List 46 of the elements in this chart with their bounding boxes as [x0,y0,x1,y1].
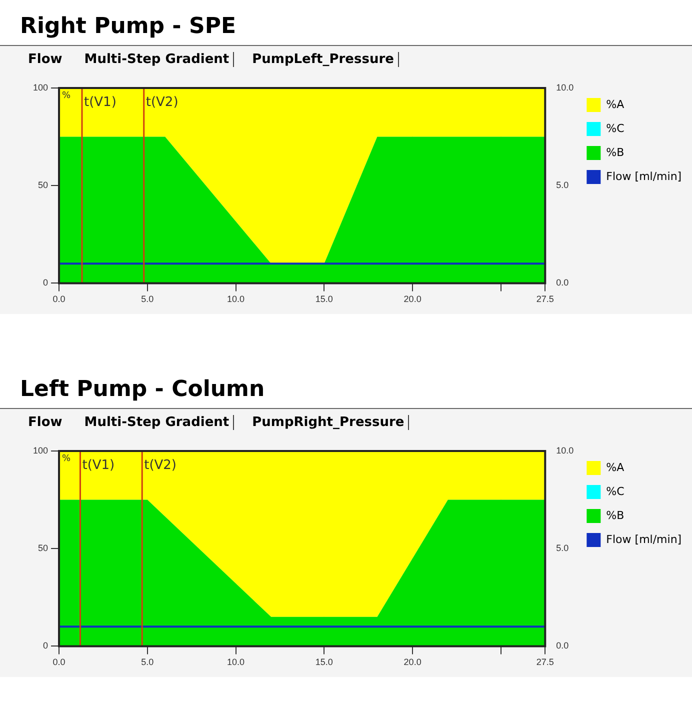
legend-label: %A [606,98,625,111]
y2-tick-label: 10.0 [556,82,574,92]
chart-title: Left Pump - Column [0,363,692,409]
chart-title: Right Pump - SPE [0,0,692,46]
ref-line-label: t(V2) [146,94,178,110]
y2-tick-label: 0.0 [556,640,569,651]
x-tick-label: 0.0 [52,294,66,304]
legend-label: %C [606,122,625,135]
y-tick-label: 50 [38,180,48,190]
x-tick-label: 15.0 [315,657,333,668]
y2-tick-label: 0.0 [556,278,569,288]
y-axis-title: % [62,90,72,101]
x-tick-label: 15.0 [315,294,333,304]
y2-tick-label: 5.0 [556,180,569,190]
text: PumpRight_Pressure [248,415,410,430]
y2-tick-label: 5.0 [556,543,569,554]
y-axis-title: % [62,454,72,464]
legend-label: Flow [ml/min] [606,532,682,546]
x-tick-label: 27.5 [536,294,554,304]
y-tick-label: 50 [38,543,48,554]
legend-label: %C [606,484,625,498]
ref-line-label: t(V1) [84,94,116,110]
y-tick-label: 0 [43,278,48,288]
text: PumpLeft_Pressure [248,52,399,67]
legend-label: Flow [ml/min] [606,170,682,183]
y-tick-label: 0 [43,640,48,651]
text: Flow [27,52,64,67]
x-tick-label: 10.0 [227,294,245,304]
y2-tick-label: 10.0 [556,445,574,456]
legend-label: %B [606,508,624,522]
x-tick-label: 20.0 [404,294,422,304]
x-tick-label: 20.0 [404,657,422,668]
text: Multi-Step Gradient [80,415,234,430]
legend-label: %B [606,146,624,159]
legend-label: %A [606,460,625,474]
x-tick-label: 0.0 [52,657,66,668]
x-tick-label: 10.0 [227,657,245,668]
ref-line-label: t(V1) [82,458,115,473]
ref-line-label: t(V2) [144,458,177,473]
x-tick-label: 5.0 [141,294,154,304]
y-tick-label: 100 [32,82,48,92]
x-tick-label: 5.0 [141,657,154,668]
x-tick-label: 27.5 [536,657,554,668]
text: Flow [27,415,64,430]
y-tick-label: 100 [32,445,48,456]
text: Multi-Step Gradient [80,52,234,67]
